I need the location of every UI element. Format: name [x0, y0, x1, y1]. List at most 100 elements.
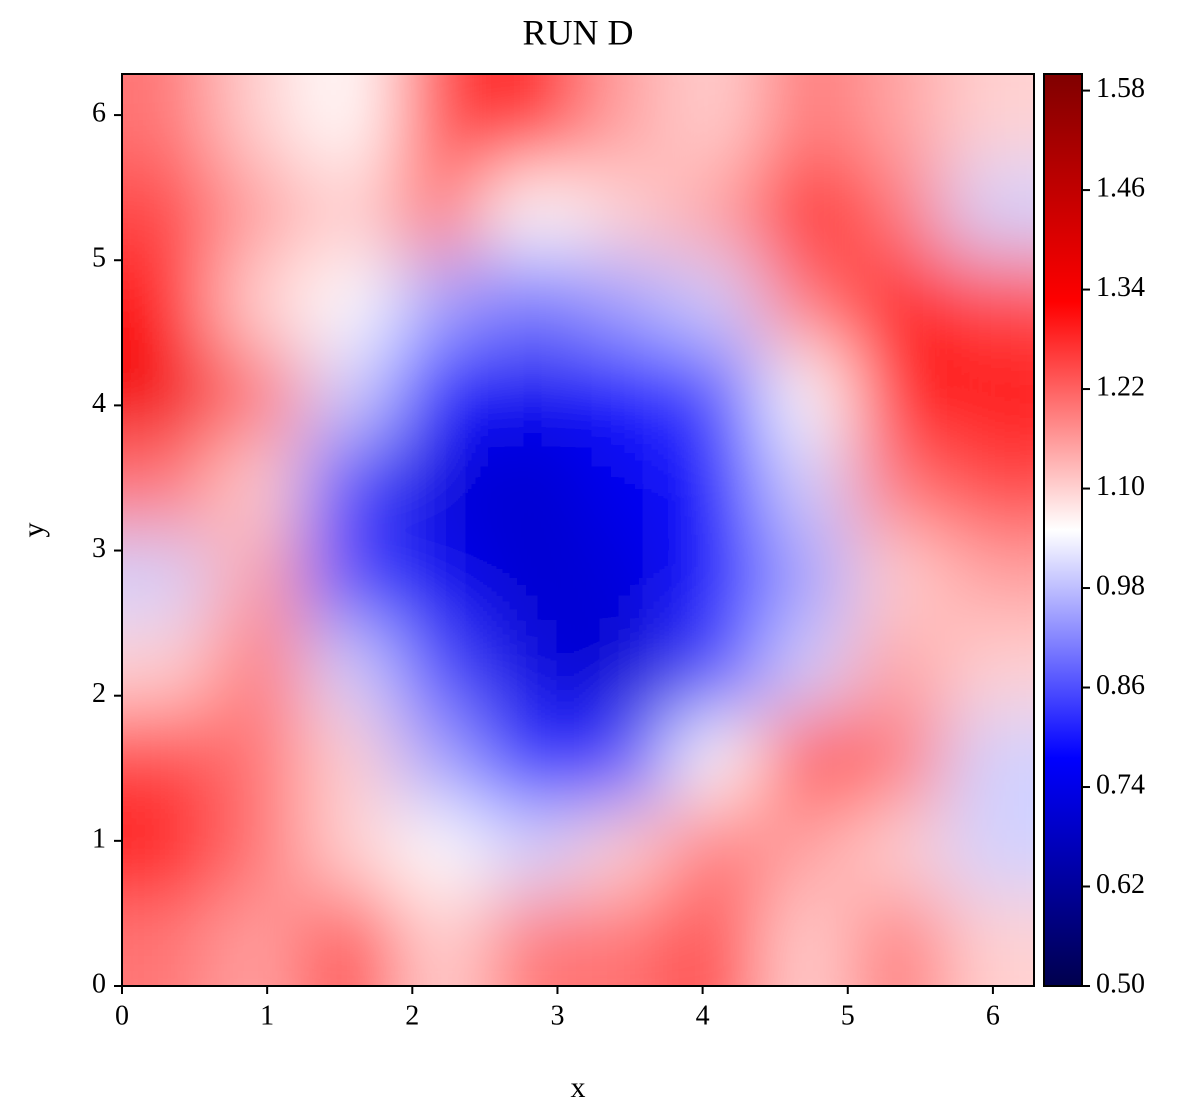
- field-cell: [486, 347, 579, 440]
- field-cell: [304, 803, 397, 896]
- field-cell: [486, 530, 579, 623]
- field-cell: [669, 803, 762, 896]
- field-cell: [213, 803, 306, 896]
- field-cell: [760, 347, 853, 440]
- field-cell: [122, 165, 215, 258]
- field-cell: [213, 621, 306, 714]
- field-cell: [304, 621, 397, 714]
- colorbar-tick-label: 1.10: [1096, 471, 1145, 502]
- field-cell: [578, 530, 671, 623]
- field-cell: [669, 894, 762, 986]
- field-cell: [851, 894, 944, 986]
- field-cell: [486, 803, 579, 896]
- field-cell: [578, 165, 671, 258]
- field-cell: [304, 712, 397, 805]
- field-cell: [760, 165, 853, 258]
- field-cell: [578, 894, 671, 986]
- field-cell: [486, 894, 579, 986]
- field-cell: [122, 803, 215, 896]
- field-cell: [395, 256, 488, 349]
- field-cell: [578, 74, 671, 167]
- colorbar: [1043, 73, 1083, 987]
- field-cell: [213, 894, 306, 986]
- field-cell: [669, 165, 762, 258]
- x-tick-label: 5: [841, 1000, 855, 1031]
- field-cell: [122, 438, 215, 531]
- field-cell: [760, 712, 853, 805]
- field-cell: [669, 530, 762, 623]
- field-cell: [760, 894, 853, 986]
- x-tick-label: 2: [405, 1000, 419, 1031]
- field-cell: [578, 712, 671, 805]
- field-cell: [942, 165, 1034, 258]
- field-cell: [395, 530, 488, 623]
- y-tick-label: 6: [92, 98, 106, 129]
- y-tick-label: 2: [92, 678, 106, 709]
- field-cell: [304, 530, 397, 623]
- field: [122, 74, 1034, 986]
- field-cell: [486, 438, 579, 531]
- field-cell: [213, 347, 306, 440]
- field-cell: [851, 803, 944, 896]
- field-cell: [578, 256, 671, 349]
- field-cell: [760, 438, 853, 531]
- field-cell: [395, 894, 488, 986]
- field-cell: [942, 530, 1034, 623]
- field-cell: [486, 256, 579, 349]
- field-cell: [578, 347, 671, 440]
- field-cell: [213, 74, 306, 167]
- field-cell: [942, 894, 1034, 986]
- field-cell: [304, 347, 397, 440]
- colorbar-tick-label: 0.86: [1096, 670, 1145, 701]
- field-cell: [669, 621, 762, 714]
- colorbar-tick-label: 0.62: [1096, 869, 1145, 900]
- field-cell: [304, 894, 397, 986]
- y-tick-label: 4: [92, 388, 106, 419]
- colorbar-tick-label: 1.46: [1096, 172, 1145, 203]
- field-cell: [304, 74, 397, 167]
- field-cell: [213, 712, 306, 805]
- field-cell: [669, 74, 762, 167]
- field-cell: [395, 438, 488, 531]
- field-cell: [942, 347, 1034, 440]
- field-cell: [942, 712, 1034, 805]
- field-cell: [760, 74, 853, 167]
- field-cell: [851, 621, 944, 714]
- field-cell: [851, 530, 944, 623]
- field-cell: [122, 74, 215, 167]
- field-cell: [395, 621, 488, 714]
- y-tick-label: 3: [92, 533, 106, 564]
- field-cell: [851, 712, 944, 805]
- field-cell: [213, 530, 306, 623]
- field-cell: [395, 347, 488, 440]
- colorbar-tick-label: 1.22: [1096, 371, 1145, 402]
- field-cell: [395, 803, 488, 896]
- colorbar-tick-label: 0.74: [1096, 769, 1145, 800]
- field-cell: [760, 621, 853, 714]
- field-cell: [851, 165, 944, 258]
- field-cell: [122, 712, 215, 805]
- field-cell: [851, 438, 944, 531]
- field-cell: [760, 530, 853, 623]
- field-cell: [760, 803, 853, 896]
- field-cell: [578, 438, 671, 531]
- field-cell: [122, 530, 215, 623]
- x-tick-label: 0: [115, 1000, 129, 1031]
- field-cell: [669, 256, 762, 349]
- field-cell: [486, 712, 579, 805]
- field-cell: [669, 712, 762, 805]
- field-cell: [486, 165, 579, 258]
- plot-frame: [121, 73, 1035, 987]
- field-cell: [395, 712, 488, 805]
- field-cell: [669, 438, 762, 531]
- field-cell: [122, 621, 215, 714]
- field-cell: [851, 347, 944, 440]
- y-tick-label: 1: [92, 823, 106, 854]
- colorbar-tick-label: 1.58: [1096, 73, 1145, 104]
- field-cell: [669, 347, 762, 440]
- field-cells: [122, 74, 1034, 986]
- x-tick-label: 3: [550, 1000, 564, 1031]
- field-cell: [942, 621, 1034, 714]
- field-cell: [395, 165, 488, 258]
- field-cell: [578, 621, 671, 714]
